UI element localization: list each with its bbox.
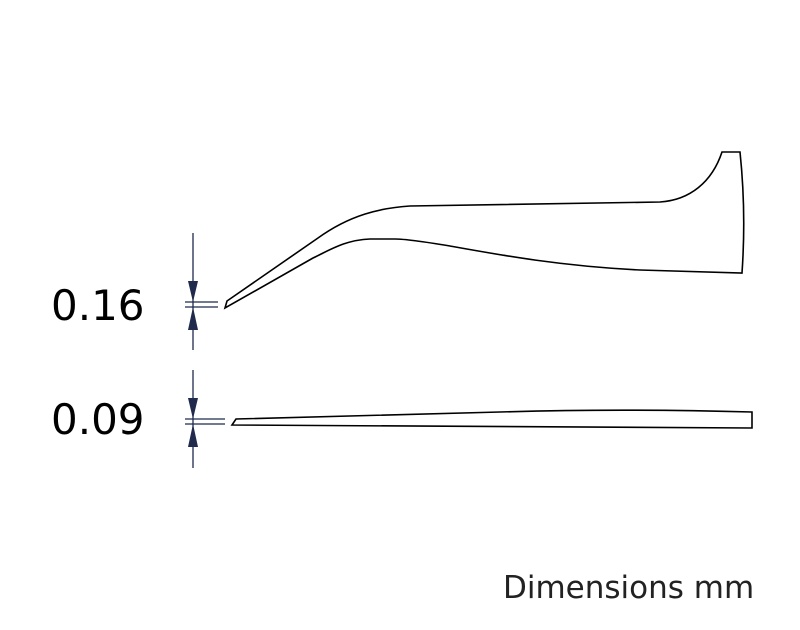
arrow-down-icon [188,398,198,419]
dimension-label-bottom: 0.09 [51,395,145,444]
arrow-down-icon [188,281,198,302]
tweezer-tip-top-view [230,409,753,429]
dimension-016 [185,233,218,350]
units-label: Dimensions mm [503,570,755,606]
arrow-up-icon [188,424,198,447]
tweezer-tip-side-view [223,151,745,310]
dimension-label-top: 0.16 [51,281,145,330]
dimension-009 [185,370,225,468]
arrow-up-icon [188,307,198,330]
